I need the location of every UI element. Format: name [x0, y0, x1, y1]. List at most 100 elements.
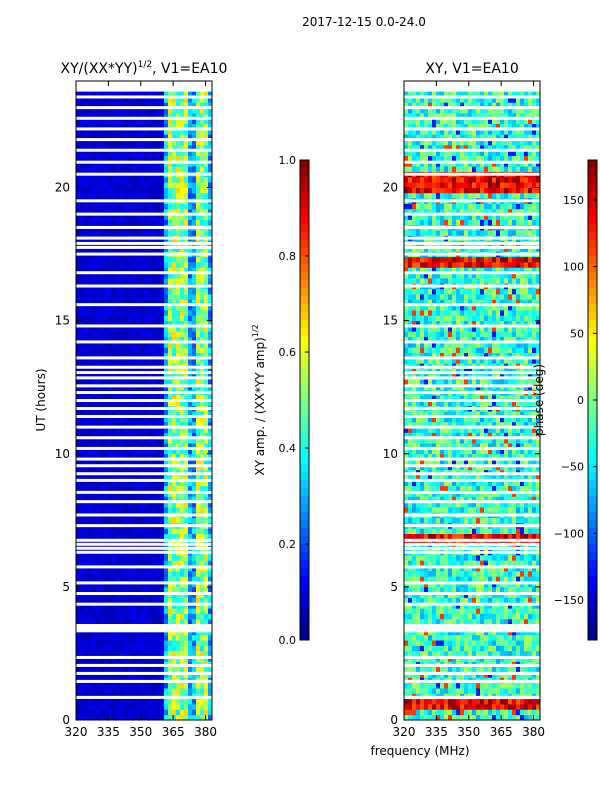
- heatmap-cell: [108, 714, 113, 721]
- heatmap-cell: [488, 709, 493, 716]
- heatmap-cell: [196, 485, 201, 492]
- heatmap-cell: [76, 517, 81, 524]
- heatmap-cell: [132, 640, 137, 646]
- heatmap-cell: [440, 666, 445, 673]
- heatmap-cell: [496, 656, 501, 662]
- heatmap-cell: [92, 352, 97, 359]
- heatmap-cell: [204, 182, 209, 188]
- heatmap-cell: [168, 427, 173, 433]
- heatmap-cell: [188, 453, 193, 460]
- heatmap-cell: [84, 464, 89, 471]
- heatmap-cell: [136, 640, 141, 646]
- heatmap-cell: [416, 592, 421, 598]
- heatmap-cell: [128, 517, 133, 524]
- heatmap-cell: [172, 299, 177, 306]
- heatmap-cell: [180, 288, 185, 295]
- heatmap-cell: [160, 634, 165, 641]
- heatmap-cell: [176, 208, 181, 215]
- heatmap-cell: [132, 597, 137, 604]
- heatmap-cell: [204, 688, 209, 694]
- heatmap-cell: [132, 128, 137, 135]
- heatmap-cell: [208, 656, 213, 662]
- heatmap-cell: [148, 437, 153, 444]
- heatmap-cell: [160, 475, 165, 481]
- heatmap-cell: [516, 634, 521, 641]
- heatmap-cell: [156, 411, 161, 417]
- heatmap-cell: [132, 107, 137, 114]
- heatmap-cell: [180, 485, 185, 492]
- heatmap-cell: [164, 570, 169, 577]
- heatmap-cell: [148, 688, 153, 694]
- heatmap-cell: [492, 618, 497, 625]
- heatmap-cell: [168, 320, 173, 327]
- heatmap-cell: [128, 208, 133, 215]
- heatmap-cell: [188, 91, 193, 98]
- heatmap-cell: [100, 128, 105, 135]
- heatmap-cell: [100, 475, 105, 481]
- heatmap-cell: [120, 672, 125, 678]
- heatmap-cell: [120, 272, 125, 279]
- heatmap-cell: [508, 698, 513, 705]
- heatmap-cell: [116, 288, 121, 295]
- heatmap-cell: [188, 139, 193, 146]
- heatmap-cell: [140, 554, 145, 561]
- heatmap-cell: [196, 187, 201, 194]
- heatmap-cell: [76, 262, 81, 268]
- heatmap-cell: [464, 592, 469, 598]
- heatmap-cell: [500, 640, 505, 646]
- heatmap-cell: [108, 709, 113, 716]
- heatmap-cell: [188, 107, 193, 114]
- heatmap-cell: [112, 491, 117, 497]
- heatmap-cell: [124, 320, 129, 327]
- heatmap-cell: [84, 192, 89, 199]
- heatmap-cell: [504, 597, 509, 604]
- heatmap-cell: [108, 102, 113, 109]
- heatmap-cell: [484, 602, 489, 609]
- heatmap-cell: [436, 682, 441, 689]
- heatmap-cell: [160, 325, 165, 332]
- heatmap-cell: [80, 608, 85, 614]
- heatmap-cell: [424, 592, 429, 598]
- heatmap-cell: [124, 464, 129, 471]
- heatmap-cell: [192, 176, 197, 183]
- heatmap-cell: [208, 320, 213, 327]
- gap-row: [76, 399, 212, 402]
- heatmap-cell: [156, 203, 161, 210]
- heatmap-cell: [172, 480, 177, 487]
- heatmap-cell: [200, 586, 205, 593]
- heatmap-cell: [148, 554, 153, 561]
- heatmap-cell: [192, 709, 197, 716]
- heatmap-cell: [96, 320, 101, 327]
- heatmap-cell: [164, 640, 169, 646]
- colorbar-segment: [300, 296, 309, 305]
- heatmap-cell: [152, 618, 157, 625]
- heatmap-cell: [136, 347, 141, 353]
- heatmap-cell: [192, 432, 197, 439]
- heatmap-cell: [80, 602, 85, 609]
- heatmap-cell: [488, 592, 493, 598]
- heatmap-cell: [132, 496, 137, 503]
- heatmap-cell: [136, 443, 141, 449]
- gap-row: [76, 457, 212, 461]
- heatmap-cell: [460, 597, 465, 604]
- heatmap-cell: [108, 640, 113, 646]
- heatmap-cell: [152, 475, 157, 481]
- heatmap-cell: [172, 602, 177, 609]
- heatmap-cell: [176, 688, 181, 694]
- heatmap-cell: [128, 144, 133, 151]
- colorbar-segment: [300, 312, 309, 321]
- heatmap-cell: [168, 272, 173, 279]
- heatmap-cell: [112, 666, 117, 673]
- heatmap-cell: [136, 299, 141, 306]
- heatmap-cell: [104, 91, 109, 98]
- heatmap-cell: [168, 357, 173, 364]
- heatmap-cell: [96, 448, 101, 455]
- heatmap-cell: [152, 634, 157, 641]
- heatmap-cell: [88, 123, 93, 130]
- gap-row: [76, 371, 212, 375]
- heatmap-cell: [104, 560, 109, 566]
- heatmap-cell: [528, 618, 533, 625]
- heatmap-cell: [144, 267, 149, 274]
- heatmap-cell: [524, 656, 529, 662]
- heatmap-cell: [208, 714, 213, 721]
